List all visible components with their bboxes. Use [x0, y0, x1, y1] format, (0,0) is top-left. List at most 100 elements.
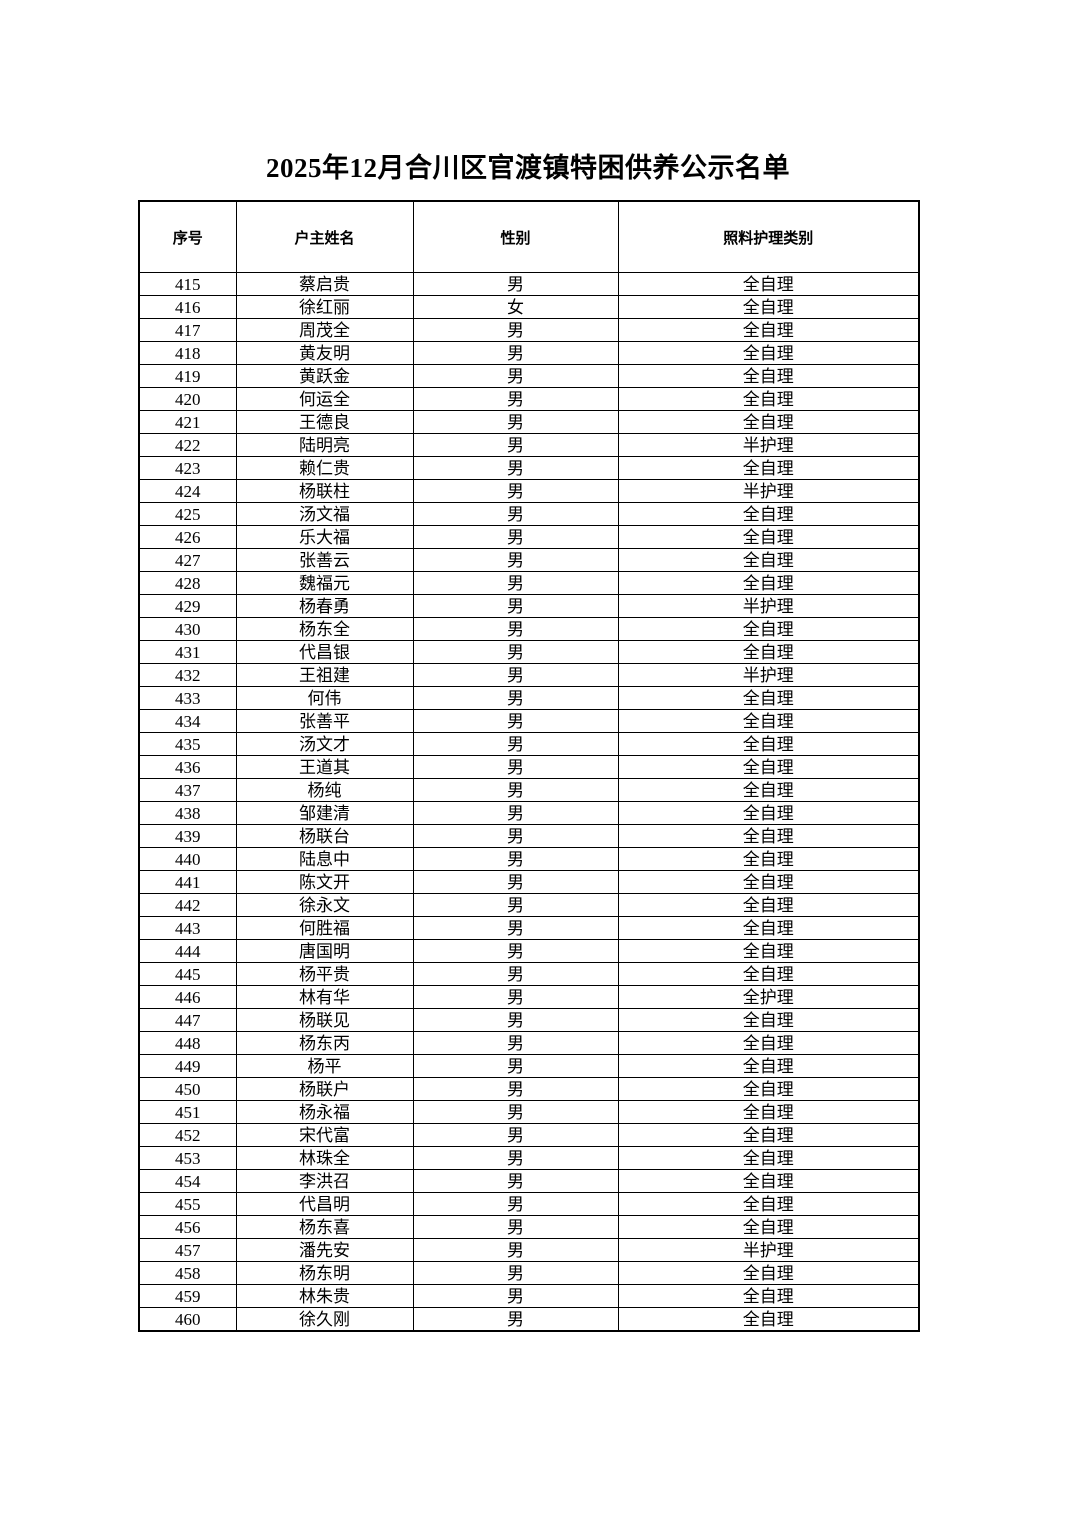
cell-category: 全自理	[617, 1054, 920, 1078]
cell-index: 458	[138, 1261, 237, 1285]
table-row: 446 林有华男全护理	[138, 985, 920, 1009]
cell-name: 李洪召	[235, 1169, 414, 1193]
cell-name: 徐红丽	[235, 295, 414, 319]
cell-index: 431	[138, 640, 237, 664]
cell-index: 425	[138, 502, 237, 526]
cell-gender: 男	[412, 962, 619, 986]
cell-category: 全自理	[617, 939, 920, 963]
cell-category: 全自理	[617, 1008, 920, 1032]
cell-index: 440	[138, 847, 237, 871]
cell-name: 杨春勇	[235, 594, 414, 618]
roster-table-body: 415 蔡启贵男全自理 416 徐红丽女全自理 417 周茂全男全自理 418 黄友明男全自理…	[138, 272, 920, 1332]
cell-name: 杨联柱	[235, 479, 414, 503]
cell-index: 418	[138, 341, 237, 365]
table-row: 434 张善平男全自理	[138, 709, 920, 733]
cell-gender: 男	[412, 755, 619, 779]
table-row: 448 杨东丙男全自理	[138, 1031, 920, 1055]
cell-gender: 男	[412, 1261, 619, 1285]
table-row: 425 汤文福男全自理	[138, 502, 920, 526]
cell-name: 黄友明	[235, 341, 414, 365]
cell-category: 全自理	[617, 1261, 920, 1285]
cell-category: 全自理	[617, 1077, 920, 1101]
cell-gender: 男	[412, 778, 619, 802]
cell-index: 448	[138, 1031, 237, 1055]
cell-gender: 男	[412, 1100, 619, 1124]
cell-index: 457	[138, 1238, 237, 1262]
cell-gender: 男	[412, 548, 619, 572]
table-row: 429 杨春勇男半护理	[138, 594, 920, 618]
cell-gender: 男	[412, 939, 619, 963]
table-row: 418 黄友明男全自理	[138, 341, 920, 365]
cell-category: 全自理	[617, 1284, 920, 1308]
cell-gender: 男	[412, 985, 619, 1009]
cell-index: 456	[138, 1215, 237, 1239]
cell-gender: 男	[412, 1008, 619, 1032]
cell-gender: 男	[412, 387, 619, 411]
cell-index: 423	[138, 456, 237, 480]
roster-table: 序号 户主姓名 性别 照料护理类别 415 蔡启贵男全自理 416 徐红丽女全自理 417 周茂…	[138, 200, 920, 1332]
table-row: 420 何运全男全自理	[138, 387, 920, 411]
cell-category: 全自理	[617, 571, 920, 595]
cell-index: 442	[138, 893, 237, 917]
cell-index: 449	[138, 1054, 237, 1078]
table-row: 443 何胜福男全自理	[138, 916, 920, 940]
cell-name: 林有华	[235, 985, 414, 1009]
cell-gender: 男	[412, 594, 619, 618]
cell-index: 419	[138, 364, 237, 388]
cell-index: 430	[138, 617, 237, 641]
cell-name: 王祖建	[235, 663, 414, 687]
cell-gender: 男	[412, 1215, 619, 1239]
cell-category: 全自理	[617, 893, 920, 917]
cell-index: 441	[138, 870, 237, 894]
cell-gender: 男	[412, 272, 619, 296]
cell-gender: 男	[412, 502, 619, 526]
table-row: 428 魏福元男全自理	[138, 571, 920, 595]
cell-category: 全自理	[617, 318, 920, 342]
cell-index: 421	[138, 410, 237, 434]
cell-name: 宋代富	[235, 1123, 414, 1147]
cell-name: 王德良	[235, 410, 414, 434]
cell-category: 全自理	[617, 801, 920, 825]
cell-gender: 男	[412, 1307, 619, 1332]
cell-index: 427	[138, 548, 237, 572]
table-row: 457 潘先安男半护理	[138, 1238, 920, 1262]
cell-index: 460	[138, 1307, 237, 1332]
cell-index: 434	[138, 709, 237, 733]
table-row: 415 蔡启贵男全自理	[138, 272, 920, 296]
cell-name: 杨联见	[235, 1008, 414, 1032]
cell-name: 陈文开	[235, 870, 414, 894]
cell-category: 全自理	[617, 410, 920, 434]
cell-category: 全自理	[617, 1307, 920, 1332]
table-row: 421 王德良男全自理	[138, 410, 920, 434]
cell-name: 汤文才	[235, 732, 414, 756]
table-row: 455 代昌明男全自理	[138, 1192, 920, 1216]
cell-index: 450	[138, 1077, 237, 1101]
cell-gender: 男	[412, 732, 619, 756]
cell-index: 415	[138, 272, 237, 296]
table-row: 427 张善云男全自理	[138, 548, 920, 572]
cell-gender: 男	[412, 1169, 619, 1193]
cell-name: 杨东丙	[235, 1031, 414, 1055]
table-row: 459 林朱贵男全自理	[138, 1284, 920, 1308]
cell-category: 全自理	[617, 341, 920, 365]
table-row: 416 徐红丽女全自理	[138, 295, 920, 319]
cell-index: 451	[138, 1100, 237, 1124]
cell-gender: 男	[412, 1192, 619, 1216]
cell-index: 452	[138, 1123, 237, 1147]
cell-category: 全自理	[617, 1169, 920, 1193]
cell-index: 432	[138, 663, 237, 687]
cell-category: 全自理	[617, 548, 920, 572]
cell-name: 杨联台	[235, 824, 414, 848]
cell-gender: 男	[412, 318, 619, 342]
cell-name: 蔡启贵	[235, 272, 414, 296]
cell-name: 黄跃金	[235, 364, 414, 388]
cell-name: 林朱贵	[235, 1284, 414, 1308]
cell-category: 全自理	[617, 847, 920, 871]
cell-name: 周茂全	[235, 318, 414, 342]
cell-index: 435	[138, 732, 237, 756]
cell-gender: 男	[412, 1284, 619, 1308]
cell-category: 全自理	[617, 640, 920, 664]
cell-category: 全自理	[617, 617, 920, 641]
cell-gender: 男	[412, 824, 619, 848]
cell-gender: 男	[412, 893, 619, 917]
